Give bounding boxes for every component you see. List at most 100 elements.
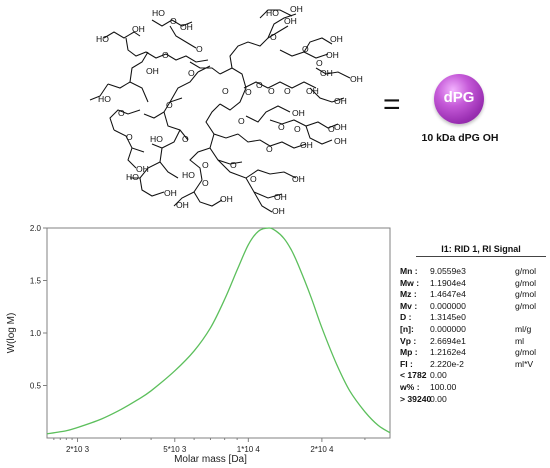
result-key: > 39240 [400,393,432,404]
atom-label: O [166,100,173,110]
result-key: Mn : [400,266,418,276]
atom-label: OH [306,86,319,96]
atom-label: HO [98,94,111,104]
bond-line [89,83,109,101]
atom-label: OH [320,68,333,78]
plot-border [46,227,391,439]
results-title: I1: RID 1, RI Signal [416,244,546,257]
y-tick-label: 1.0 [30,329,42,338]
result-value: 0.00 [430,393,447,404]
bond-line [303,37,333,53]
x-tick-label: 2*10 3 [66,445,90,454]
bond-line [197,65,211,73]
bond-line [315,67,351,79]
bond-line [109,109,141,131]
atom-label: HO [126,172,139,182]
bond-line [163,111,189,141]
atom-label: OH [350,74,363,84]
bond-line [245,169,297,179]
atom-label: O [256,80,263,90]
atom-label: HO [150,134,163,144]
bond-line [159,147,179,179]
bond-line [169,25,197,49]
result-unit: g/mol [515,347,537,358]
atom-label: O [118,108,125,118]
result-key: Mv : [400,300,418,311]
result-value: 1.4647e4 [430,289,466,300]
bond-line [205,103,239,139]
dpg-sphere-label: dPG [443,89,475,106]
atom-label: HO [266,8,279,18]
result-key: FI : [400,358,413,369]
bond-line [173,191,195,207]
atom-label: OH [334,122,347,132]
bond-line [169,71,199,103]
x-tick-label: 5*10 3 [163,445,187,454]
result-key: Mz : [400,289,417,300]
result-value: 2.220e-2 [430,358,464,369]
atom-label: O [294,124,301,134]
bond-line [129,51,149,83]
atom-label: OH [330,34,343,44]
atom-label: OH [274,192,287,202]
bond-line [217,159,283,199]
atom-label: OH [132,24,145,34]
bond-line [243,81,317,89]
result-unit: ml*V [515,358,534,369]
bond-line [130,161,161,179]
bond-line [309,87,345,103]
atom-label: OH [292,174,305,184]
atom-label: OH [326,50,339,60]
atom-label: O [302,44,309,54]
atom-label: O [284,86,291,96]
atom-label: HO [182,170,195,180]
bond-line [151,19,193,27]
atom-label: OH [180,22,193,32]
atom-label: OH [176,200,189,210]
result-key: < 1782 [400,370,427,381]
result-value: 100.00 [430,382,457,392]
result-key: w% : [400,382,420,392]
atom-label: OH [146,66,159,76]
atom-label: O [182,134,189,144]
atom-label: O [250,174,257,184]
result-unit: ml/g [515,324,532,334]
result-value: 1.3145e0 [430,312,466,323]
atom-label: O [170,16,177,26]
atom-label: OH [334,96,347,106]
result-key: Vp : [400,335,417,346]
result-key: D : [400,312,412,323]
series-line [46,227,391,435]
atom-label: O [270,32,277,42]
atom-label: OH [284,16,297,26]
y-tick-label: 0.5 [30,382,42,391]
result-value: 0.000000 [430,300,466,311]
atom-label: HO [152,8,165,18]
result-value: 0.00 [430,370,447,381]
atom-label: HO [96,34,109,44]
dpg-caption: 10 kDa dPG OH [421,132,499,144]
bond-line [113,129,145,153]
atom-label: OH [220,194,233,204]
x-tick-label: 1*10 4 [237,445,261,454]
atom-label: O [245,87,252,97]
equals-sign: = [383,88,401,121]
result-key: [n]: [400,324,414,334]
bond-line [259,9,293,19]
atom-label: O [202,160,209,170]
atom-label: O [162,50,169,60]
x-tick-label: 2*10 4 [310,445,334,454]
atom-label: OH [334,136,347,146]
bond-line [193,179,223,207]
atom-label: OH [292,108,305,118]
bond-line [127,147,137,169]
bond-line [237,133,307,149]
atom-label: OH [164,188,177,198]
y-tick-label: 1.5 [30,277,42,286]
plot-frame [46,227,391,439]
atom-label: O [196,44,203,54]
bond-line [139,177,165,197]
bond-line [125,37,209,63]
